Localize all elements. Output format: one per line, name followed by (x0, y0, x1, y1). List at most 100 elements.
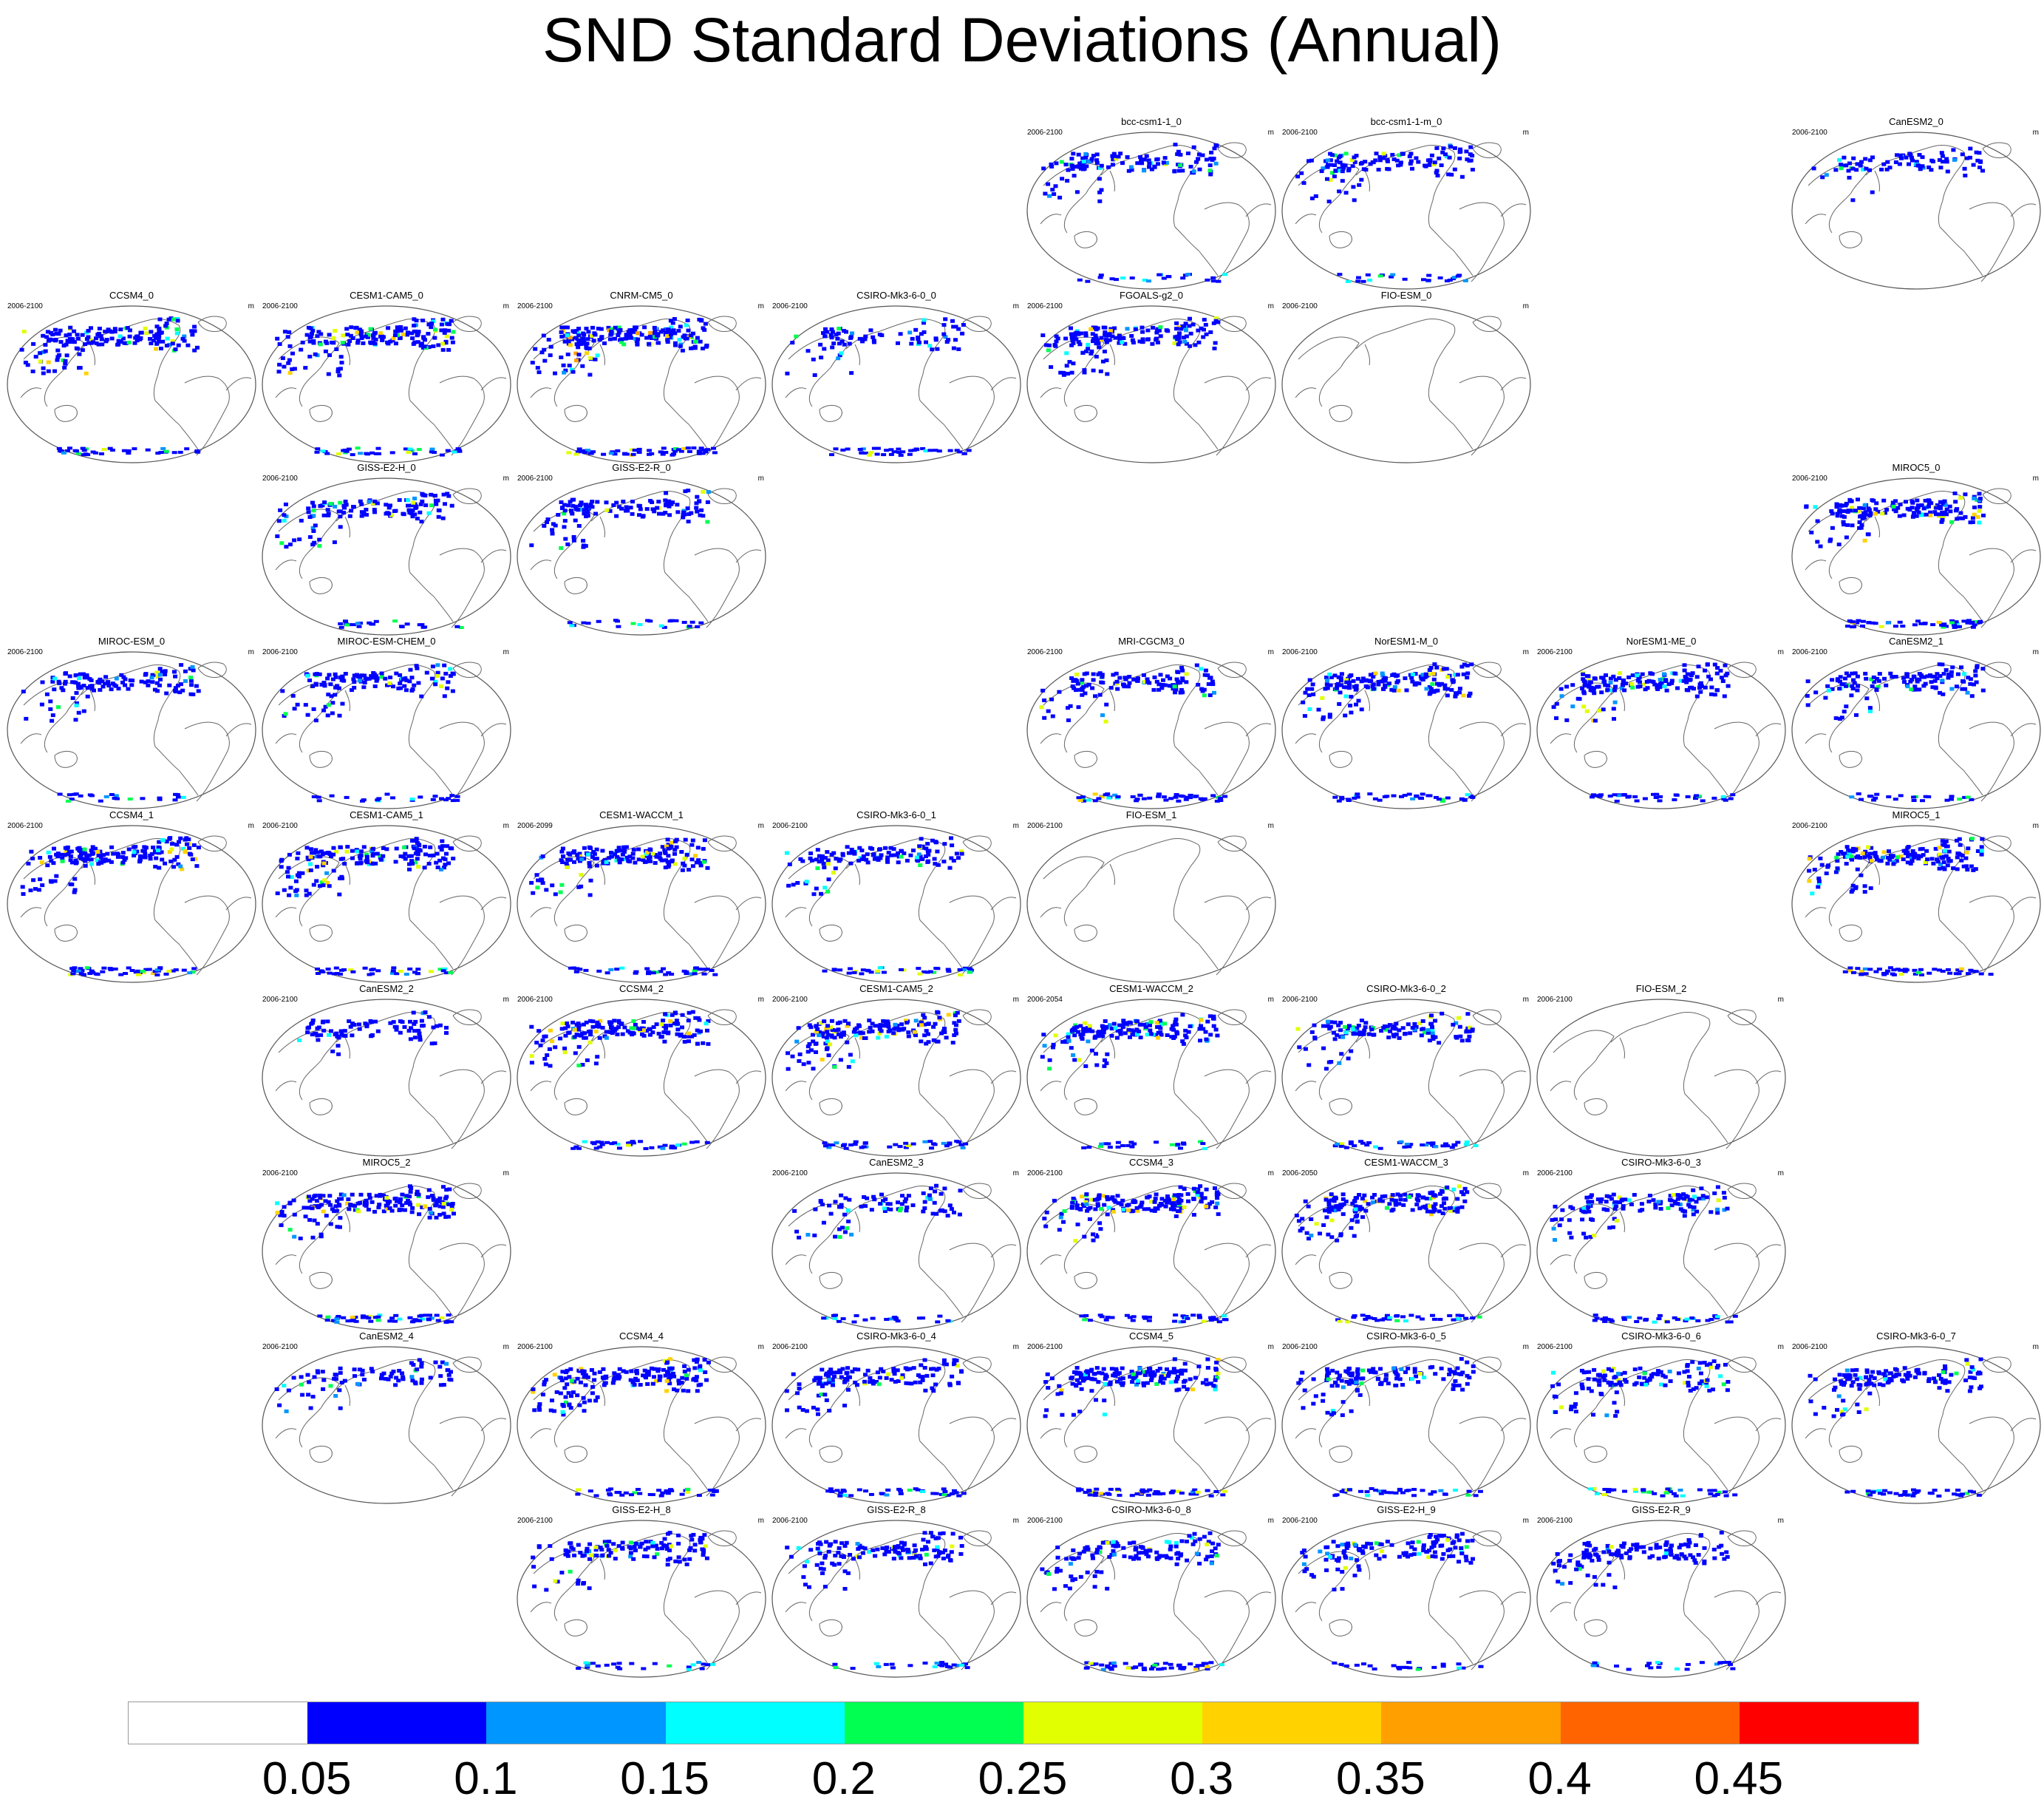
snow-sd-cell (1981, 689, 1986, 693)
snow-sd-cell (1071, 339, 1075, 342)
snow-sd-cell (1844, 503, 1848, 507)
snow-sd-cell (1154, 338, 1158, 341)
snow-sd-cell (1980, 169, 1985, 173)
snow-sd-cell (810, 859, 814, 863)
snow-sd-cell (542, 334, 546, 338)
snow-sd-cell (830, 1019, 834, 1023)
antarctic-sd-cell (1130, 276, 1135, 279)
snow-sd-cell (922, 319, 927, 322)
snow-sd-cell (1060, 160, 1064, 164)
snow-sd-cell (687, 1039, 691, 1043)
snow-sd-cell (185, 344, 190, 347)
snow-sd-cell (340, 877, 344, 880)
snow-sd-cell (704, 345, 709, 349)
snow-sd-cell (563, 509, 568, 512)
antarctic-sd-cell (582, 451, 587, 454)
snow-sd-cell (275, 337, 279, 341)
snow-sd-cell (38, 856, 42, 860)
snow-sd-cell (398, 687, 403, 690)
snow-sd-cell (1052, 192, 1056, 196)
snow-sd-cell (814, 1050, 818, 1054)
antarctic-sd-cell (644, 1147, 649, 1150)
antarctic-sd-cell (1390, 273, 1395, 276)
snow-sd-cell (1069, 327, 1073, 330)
snow-sd-cell (1325, 177, 1329, 181)
snow-sd-cell (917, 341, 921, 344)
snow-sd-cell (1050, 188, 1055, 191)
snow-sd-cell (287, 894, 291, 897)
antarctic-sd-cell (668, 619, 673, 622)
snow-sd-cell (879, 333, 884, 337)
snow-sd-cell (1043, 192, 1047, 196)
antarctic-sd-cell (1612, 793, 1618, 796)
snow-sd-cell (1138, 339, 1142, 343)
snow-sd-cell (64, 846, 68, 850)
snow-sd-cell (449, 319, 454, 323)
antarctic-sd-cell (1346, 799, 1352, 802)
antarctic-sd-cell (69, 967, 75, 970)
snow-sd-cell (618, 849, 622, 852)
snow-sd-cell (1887, 849, 1891, 853)
snow-sd-cell (423, 344, 427, 348)
snow-sd-cell (1972, 497, 1976, 500)
snow-sd-cell (361, 341, 365, 345)
snow-sd-cell (54, 338, 58, 341)
snow-sd-cell (158, 673, 163, 677)
snow-sd-cell (1715, 688, 1720, 692)
snow-sd-cell (365, 855, 369, 859)
snow-sd-cell (594, 1030, 599, 1033)
snow-sd-cell (956, 347, 961, 351)
snow-sd-cell (442, 664, 446, 667)
snow-sd-cell (1940, 679, 1944, 682)
snow-sd-cell (535, 873, 539, 877)
snow-sd-cell (40, 860, 44, 864)
snow-sd-cell (1360, 161, 1364, 165)
snow-sd-cell (26, 862, 30, 866)
snow-sd-cell (1835, 503, 1839, 506)
snow-sd-cell (683, 1040, 687, 1044)
snow-sd-cell (1911, 849, 1915, 853)
snow-sd-cell (334, 676, 338, 679)
antarctic-sd-cell (1355, 792, 1360, 795)
snow-sd-cell (549, 345, 553, 349)
snow-sd-cell (1443, 687, 1448, 690)
snow-sd-cell (44, 335, 49, 339)
snow-sd-cell (409, 854, 414, 858)
snow-sd-cell (942, 323, 947, 327)
snow-sd-cell (1946, 673, 1951, 676)
antarctic-sd-cell (1346, 280, 1351, 283)
snow-sd-cell (38, 351, 42, 355)
snow-sd-cell (570, 504, 575, 508)
panel-title: MIROC5_0 (1789, 462, 2043, 474)
snow-sd-cell (67, 333, 72, 336)
snow-sd-cell (299, 348, 303, 352)
snow-sd-cell (441, 517, 446, 520)
snow-sd-cell (562, 364, 566, 367)
snow-sd-cell (338, 714, 342, 718)
antarctic-sd-cell (577, 968, 582, 971)
snow-sd-cell (658, 857, 663, 861)
snow-sd-cell (352, 673, 357, 677)
snow-sd-cell (1612, 688, 1617, 692)
antarctic-sd-cell (859, 972, 864, 975)
snow-sd-cell (837, 327, 841, 330)
snow-sd-cell (331, 853, 335, 857)
snow-sd-cell (1349, 673, 1353, 677)
snow-sd-cell (595, 864, 599, 868)
snow-sd-cell (1424, 674, 1428, 678)
antarctic-sd-cell (334, 967, 339, 970)
snow-sd-cell (1069, 333, 1074, 336)
map-boundary (1282, 132, 1530, 289)
antarctic-sd-cell (1632, 795, 1638, 798)
snow-sd-cell (667, 327, 671, 331)
snow-sd-cell (821, 331, 825, 335)
antarctic-sd-cell (581, 622, 586, 625)
snow-sd-cell (917, 844, 921, 848)
snow-sd-cell (664, 851, 668, 855)
antarctic-sd-cell (615, 449, 620, 452)
antarctic-sd-cell (1078, 799, 1083, 802)
snow-sd-cell (841, 852, 845, 856)
snow-sd-cell (1940, 855, 1944, 859)
snow-sd-cell (1295, 174, 1300, 178)
